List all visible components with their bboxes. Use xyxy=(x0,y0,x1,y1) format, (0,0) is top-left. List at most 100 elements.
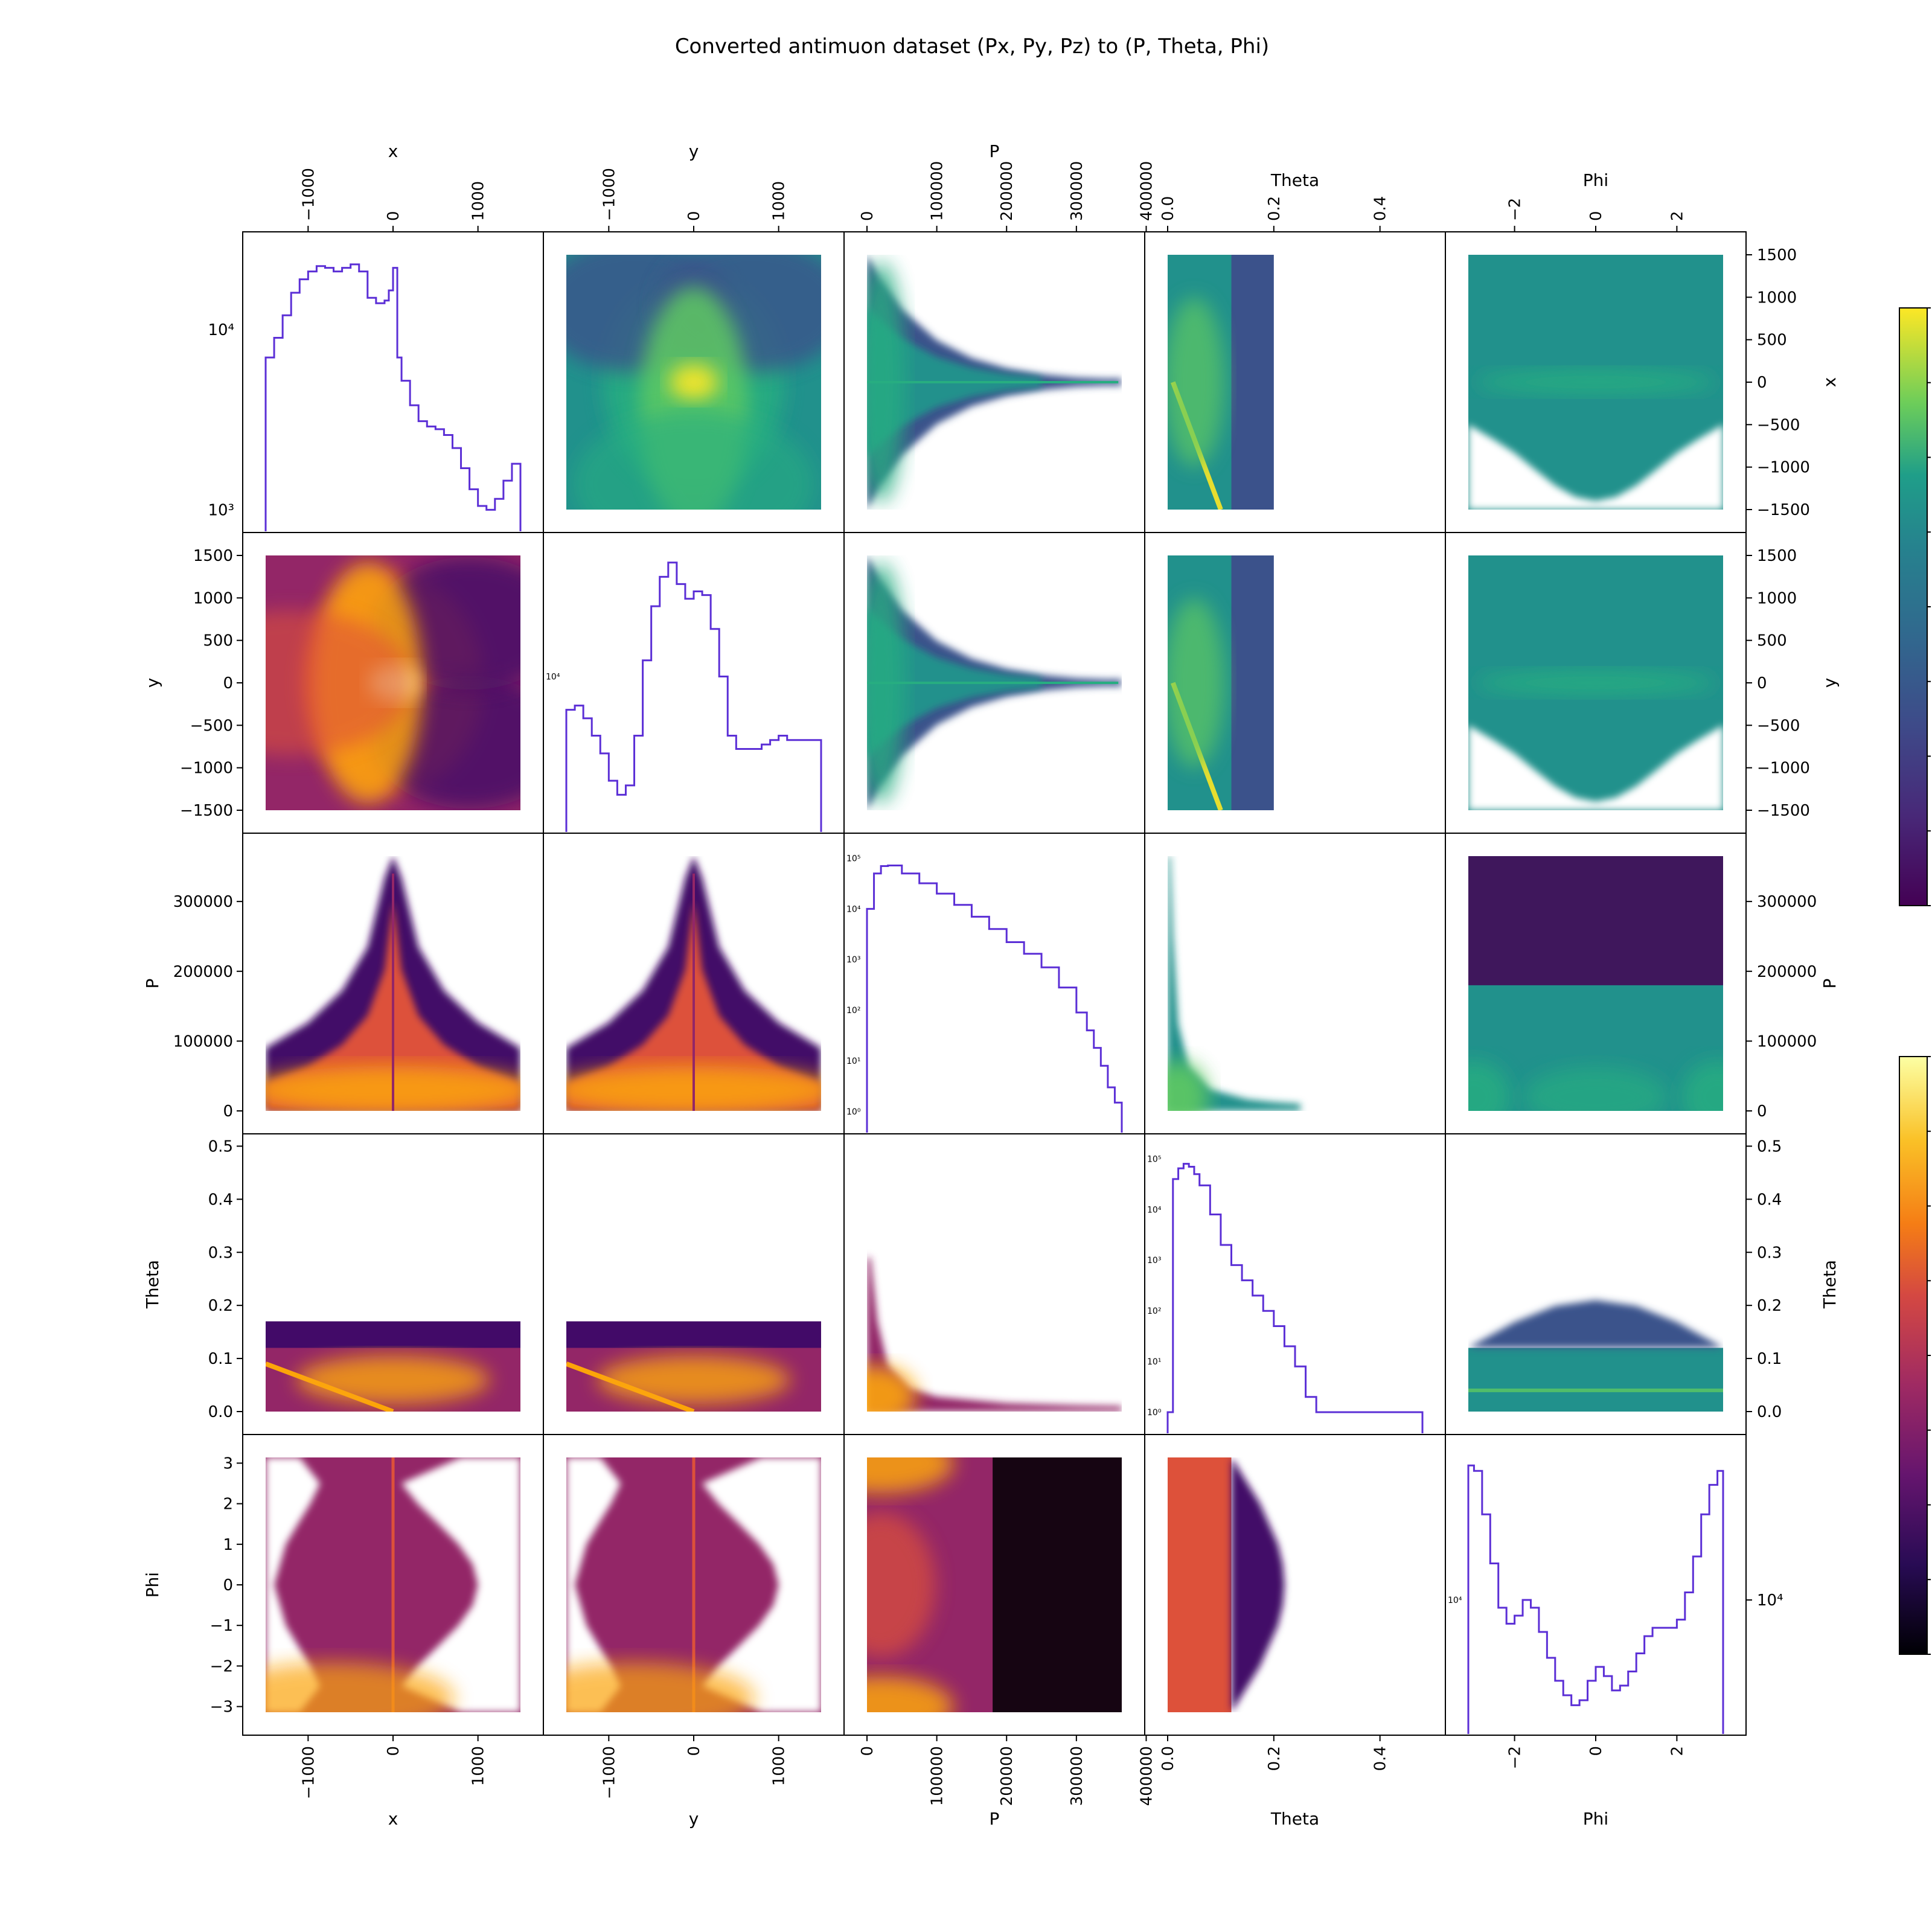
hist-line xyxy=(1467,1464,1724,1734)
hist-line xyxy=(1166,1163,1424,1433)
tick-label-right-y: −1000 xyxy=(1757,760,1810,778)
heat-region xyxy=(1468,1300,1723,1348)
tick-label-right-Theta: 0.5 xyxy=(1757,1137,1782,1156)
hist-tick-label: 10⁴ xyxy=(1448,1596,1462,1605)
heat-region xyxy=(1168,1457,1232,1712)
heat-blob xyxy=(1168,598,1224,767)
hist-tick-label: 10¹ xyxy=(1147,1357,1161,1367)
heat-blob xyxy=(597,1355,790,1404)
heatmap-body xyxy=(266,1321,520,1412)
tick-label-bottom-Phi: −2 xyxy=(1506,1746,1524,1769)
tick-label-bottom-y: 0 xyxy=(685,1746,703,1756)
tick-label-right-Theta: 0.0 xyxy=(1757,1403,1782,1421)
cell-P-Theta xyxy=(1168,856,1300,1111)
heat-blob xyxy=(1681,1060,1723,1111)
tick-label-right-y: 500 xyxy=(1757,632,1787,650)
cell-Theta-P xyxy=(867,1258,1122,1412)
heat-sparse xyxy=(993,1457,1122,1712)
heat-blob xyxy=(1468,1060,1511,1111)
cell-Phi-Theta xyxy=(1168,1457,1285,1712)
tick-label-bottom-x: 0 xyxy=(385,1746,403,1756)
tick-label-right-Theta: 0.2 xyxy=(1757,1297,1782,1315)
tick-label-left-Phi: 2 xyxy=(223,1495,233,1514)
tick-label-right-y: 1500 xyxy=(1757,547,1797,565)
heat-blob xyxy=(1168,298,1224,467)
tick-label-left-P: 100000 xyxy=(173,1032,233,1051)
hist-tick-label: 10⁰ xyxy=(846,1107,861,1117)
tick-label-bottom-x: −1000 xyxy=(299,1746,318,1799)
tick-label-bottom-P: 100000 xyxy=(929,1746,947,1806)
hist-tick-label: 10⁵ xyxy=(1147,1154,1161,1164)
cell-y-Theta xyxy=(1168,555,1274,810)
tick-label-left-Theta: 0.3 xyxy=(208,1244,233,1262)
tick-label-bottom-P: 300000 xyxy=(1068,1746,1086,1806)
cell-x-x: 10³ 10⁴ xyxy=(208,263,522,531)
tick-label-right-x: −1500 xyxy=(1757,501,1810,519)
heatmap-body xyxy=(1468,255,1723,510)
hist-tick-label: 10² xyxy=(846,1006,860,1016)
tick-label-right-P: 0 xyxy=(1757,1102,1767,1121)
cell-frame xyxy=(1445,1434,1747,1736)
hist-tick-label: 10¹ xyxy=(846,1057,860,1066)
heat-blob xyxy=(566,1662,755,1712)
tick-label-right-Theta: 0.3 xyxy=(1757,1244,1782,1262)
heat-empty xyxy=(1468,424,1723,510)
axis-title-left-P: P xyxy=(142,979,162,989)
hist-tick-label: 10³ xyxy=(208,501,234,519)
cell-P-Phi xyxy=(1468,856,1723,1111)
tick-label-right-x: 1000 xyxy=(1757,289,1797,307)
tick-label-left-Phi: 0 xyxy=(223,1576,233,1595)
tick-label-top-x: 1000 xyxy=(470,181,488,221)
axis-title-left-Phi: Phi xyxy=(142,1572,162,1598)
tick-label-top-y: 1000 xyxy=(770,181,788,221)
cell-frame xyxy=(1144,1133,1446,1435)
tick-label-right-y: −1500 xyxy=(1757,802,1810,820)
heat-blob xyxy=(296,1355,490,1404)
tick-label-left-Theta: 0.0 xyxy=(208,1403,233,1421)
heat-region xyxy=(1231,1457,1285,1712)
cell-y-Phi xyxy=(1468,555,1723,810)
cell-Theta-x xyxy=(266,1321,520,1412)
heatmap-body xyxy=(1168,255,1274,510)
heatmap-body xyxy=(1168,1457,1285,1712)
heatmap-body xyxy=(1168,856,1300,1111)
tick-label-bottom-P: 400000 xyxy=(1137,1746,1156,1806)
tick-label-left-y: 1000 xyxy=(193,589,233,607)
axis-title-right-Theta: Theta xyxy=(1820,1260,1840,1309)
tick-label-right-P: 200000 xyxy=(1757,963,1817,981)
heat-blob xyxy=(867,1365,916,1412)
tick-label-left-Theta: 0.2 xyxy=(208,1297,233,1315)
cell-x-P xyxy=(867,255,1122,510)
axis-title-bottom-Phi: Phi xyxy=(1583,1809,1608,1829)
tick-label-left-Theta: 0.1 xyxy=(208,1350,233,1368)
cell-x-Phi xyxy=(1468,255,1723,510)
heat-blob xyxy=(867,1676,954,1712)
cell-x-Theta xyxy=(1168,255,1274,510)
tick-label-left-Phi: −2 xyxy=(210,1657,233,1675)
heatmap-body xyxy=(566,1321,821,1412)
tick-label-left-P: 200000 xyxy=(173,963,233,981)
heatmap-body xyxy=(566,856,821,1111)
tick-label-top-y: 0 xyxy=(685,211,703,221)
tick-label-left-y: −500 xyxy=(190,717,233,735)
hist-tick-label: 10⁴ xyxy=(1147,1205,1162,1215)
tick-label-left-Theta: 0.5 xyxy=(208,1137,233,1156)
hist-line xyxy=(565,561,822,832)
heatmap-body xyxy=(867,555,1122,810)
tick-label-top-P: 400000 xyxy=(1137,161,1156,221)
tick-label-left-Phi: −3 xyxy=(210,1698,233,1716)
tick-label-left-Theta: 0.4 xyxy=(208,1191,233,1209)
heatmap-body xyxy=(867,255,1122,510)
tick-label-left-y: 500 xyxy=(203,632,233,650)
cell-y-y: 10⁴ xyxy=(546,561,822,832)
heatmap-body xyxy=(1168,555,1274,810)
heat-blob xyxy=(266,1662,455,1712)
colorbars xyxy=(1899,307,1931,1655)
cell-P-x xyxy=(266,856,520,1111)
heat-empty xyxy=(702,1457,821,1712)
tick-label-top-P: 100000 xyxy=(929,161,947,221)
axis-title-right-x: x xyxy=(1820,377,1840,388)
heat-blob xyxy=(670,364,718,400)
tick-label-bottom-Theta: 0.2 xyxy=(1265,1746,1284,1771)
